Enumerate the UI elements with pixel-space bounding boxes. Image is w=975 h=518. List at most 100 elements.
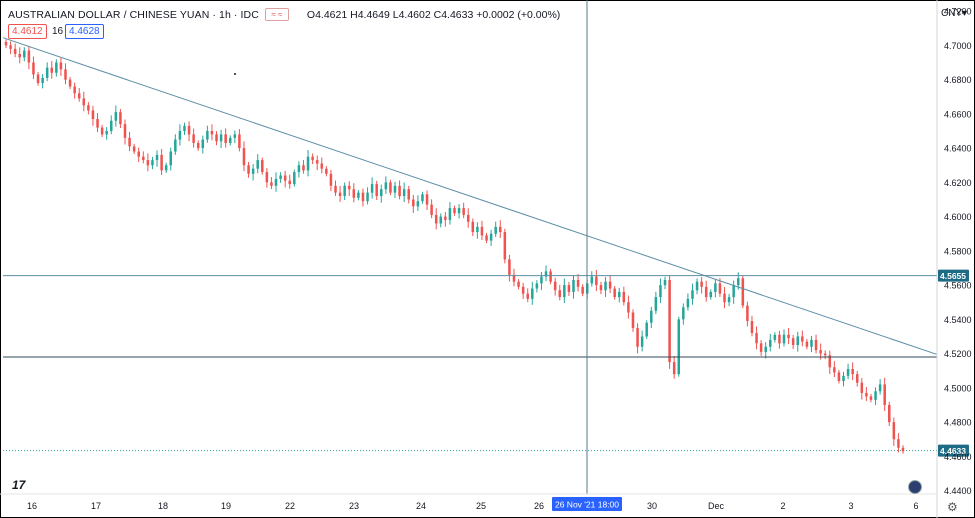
current-price-badge [938, 444, 969, 457]
candle-body [325, 168, 328, 174]
candle-body [155, 154, 159, 161]
candle-body [361, 192, 365, 202]
candle-body [535, 283, 539, 289]
candle-body [617, 291, 621, 298]
candle-body [151, 160, 154, 166]
candle-body [247, 165, 250, 174]
sell-price-button[interactable]: 4.4612 [8, 24, 47, 39]
candle-body [87, 105, 90, 111]
y-tick-label: 4.6400 [944, 144, 972, 154]
ohlc-readout: O4.4621 H4.4649 L4.4602 C4.4633 +0.0002 … [306, 8, 561, 21]
candle-body [654, 297, 658, 311]
y-tick-label: 4.7000 [944, 41, 972, 51]
candle-body [769, 339, 772, 347]
candle-body [874, 391, 877, 400]
candle-body [334, 185, 337, 193]
candle-body [228, 137, 232, 143]
candle-body [718, 283, 722, 294]
candle-body [897, 439, 900, 448]
candle-body [329, 173, 333, 186]
candle-body [462, 208, 465, 215]
candle-body [563, 285, 566, 298]
y-tick-label: 4.4600 [944, 452, 972, 462]
candle-body [576, 279, 580, 287]
candle-body [746, 305, 749, 322]
x-tick-label: 3 [848, 501, 853, 511]
x-tick-label: 26 [534, 501, 544, 511]
globe-icon[interactable] [908, 480, 922, 494]
candle-body [608, 281, 612, 289]
y-tick-label: 4.5200 [944, 349, 972, 359]
candle-body [224, 134, 227, 143]
candle-body [196, 142, 200, 149]
candle-body [659, 285, 662, 298]
candle-body [613, 288, 616, 298]
buy-price-button[interactable]: 4.4628 [65, 24, 104, 39]
candle-body [526, 293, 529, 299]
candle-body [494, 226, 497, 234]
candle-body [347, 185, 351, 190]
candle-body [686, 298, 690, 308]
candle-body [407, 189, 410, 200]
candle-body [439, 216, 443, 224]
candle-body [270, 182, 273, 186]
candle-body [187, 125, 191, 135]
y-tick-label: 4.4800 [944, 418, 972, 428]
candle-body [297, 165, 301, 173]
candle-body [471, 221, 475, 233]
candle-body [242, 148, 246, 166]
candle-body [174, 139, 177, 152]
candle-body [41, 77, 44, 84]
tradingview-logo-icon[interactable]: 17 [12, 478, 26, 492]
candle-body [36, 74, 40, 84]
x-tick-label: Dec [708, 501, 725, 511]
candle-body [366, 192, 369, 202]
y-tick-label: 4.5800 [944, 246, 972, 256]
candle-body [801, 336, 804, 342]
y-tick-label: 4.4400 [944, 486, 972, 496]
candle-body [901, 447, 905, 452]
candle-body [572, 279, 575, 292]
chart-header: AUSTRALIAN DOLLAR / CHINESE YUAN · 1h · … [8, 8, 560, 21]
candle-body [315, 160, 319, 164]
candle-body [727, 297, 731, 303]
candle-body [283, 175, 287, 181]
currency-selector[interactable]: CNY▾ [941, 8, 967, 19]
x-tick-label: 24 [416, 501, 426, 511]
candle-body [700, 281, 703, 287]
candle-body [636, 327, 639, 347]
symbol-title[interactable]: AUSTRALIAN DOLLAR / CHINESE YUAN · 1h · … [8, 8, 259, 21]
candle-body [888, 404, 891, 423]
crosshair-time-label: 26 Nov '21 18:00 [555, 500, 619, 510]
flag-badge-icon[interactable]: ≈ ≈ [264, 8, 289, 21]
candle-body [691, 290, 694, 299]
x-tick-label: 22 [285, 501, 295, 511]
candle-body [892, 422, 896, 440]
candle-body [750, 321, 754, 334]
x-tick-label: 2 [780, 501, 785, 511]
candle-body [759, 343, 763, 352]
candle-body [50, 67, 54, 73]
candle-body [105, 130, 108, 135]
y-tick-label: 4.6000 [944, 212, 972, 222]
candle-body [91, 110, 95, 120]
candle-body [96, 119, 99, 128]
candle-body [343, 185, 346, 197]
candle-body [293, 172, 296, 185]
current-price-label: 4.4633 [940, 446, 966, 456]
gear-icon[interactable]: ⚙ [947, 500, 958, 514]
candle-body [164, 165, 168, 171]
candle-body [865, 392, 868, 397]
candle-body [123, 124, 127, 138]
candle-body [476, 226, 479, 233]
x-tick-label: 16 [27, 501, 37, 511]
candle-body [384, 182, 388, 190]
candle-body [398, 185, 401, 197]
candle-body [480, 226, 484, 236]
candle-body [663, 279, 667, 286]
candle-body [517, 281, 520, 287]
candle-body [810, 339, 813, 347]
candle-body [380, 189, 383, 197]
candle-body [567, 285, 571, 292]
